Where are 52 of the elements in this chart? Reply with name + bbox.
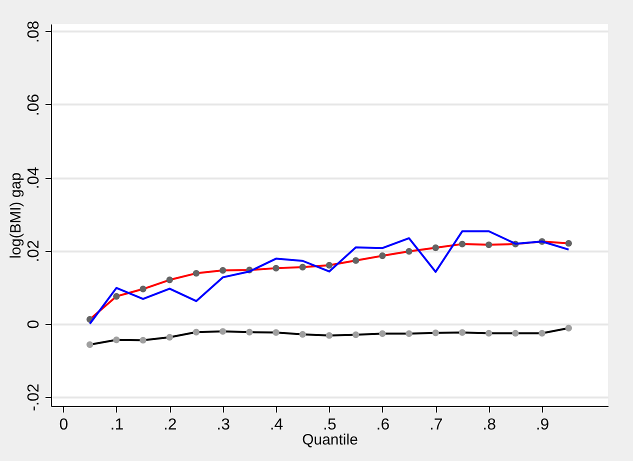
point [299, 264, 306, 270]
point [432, 330, 439, 336]
point [219, 328, 226, 335]
point [272, 329, 280, 336]
point [352, 331, 360, 338]
x-tick-label: .6 [376, 416, 390, 434]
point [458, 329, 466, 336]
point [219, 267, 226, 274]
y-tick-label: 0 [26, 320, 42, 329]
point [113, 336, 120, 344]
y-tick-label: .08 [26, 20, 42, 43]
point [299, 331, 306, 338]
point [379, 252, 386, 260]
point [458, 240, 466, 248]
point [432, 244, 439, 252]
point [326, 332, 333, 339]
y-axis-title: log(BMI) gap [8, 172, 24, 258]
point [565, 240, 572, 247]
y-tick-label: .02 [26, 240, 42, 262]
y-tick-label: .04 [26, 166, 42, 190]
x-tick-label: .7 [429, 416, 443, 434]
point [113, 292, 120, 300]
point [140, 286, 146, 292]
point [538, 330, 546, 337]
point [166, 276, 173, 284]
point [166, 334, 173, 341]
point [379, 330, 386, 337]
point [140, 336, 146, 344]
x-tick-label: .1 [110, 416, 124, 434]
point [246, 328, 253, 336]
point [406, 330, 412, 337]
point [326, 262, 333, 269]
point [192, 270, 200, 277]
point [86, 341, 94, 348]
point [406, 248, 412, 255]
point [192, 328, 200, 336]
y-tick-label: -.02 [26, 383, 42, 412]
x-tick-label: .5 [323, 416, 337, 434]
point [485, 241, 492, 248]
x-tick-label: .2 [163, 416, 177, 434]
x-tick-label: 0 [59, 416, 68, 434]
point [485, 330, 492, 337]
x-axis-title: Quantile [302, 432, 358, 448]
x-tick-label: .3 [216, 416, 230, 434]
point [272, 264, 280, 272]
y-tick-label: .06 [26, 94, 42, 116]
point [565, 324, 572, 332]
x-tick-label: .4 [270, 416, 284, 434]
point [352, 257, 360, 264]
point [512, 330, 519, 337]
x-tick-label: .8 [482, 416, 496, 434]
x-tick-label: .9 [536, 416, 550, 434]
